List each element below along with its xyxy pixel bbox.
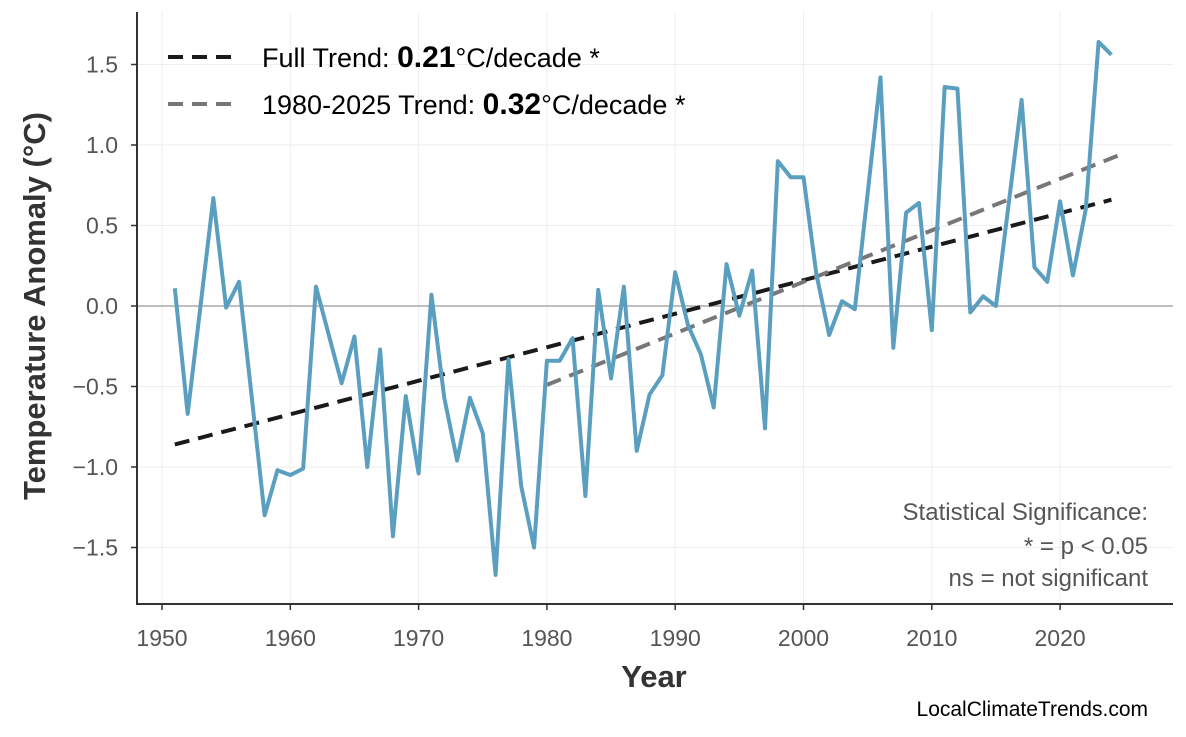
y-tick-label: −1.5 — [73, 535, 118, 561]
legend-prefix: 1980-2025 Trend: — [262, 90, 483, 120]
y-tick-label: 0.0 — [86, 293, 118, 319]
x-tick-label: 1950 — [136, 625, 187, 651]
significance-ns: ns = not significant — [949, 565, 1149, 592]
y-tick-label: 1.5 — [86, 52, 118, 78]
legend-rate: 0.32 — [483, 88, 541, 121]
significance-p: * = p < 0.05 — [1024, 533, 1148, 560]
axes — [136, 12, 1173, 605]
y-tick-label: −0.5 — [73, 374, 118, 400]
series-line-temperature-anomaly — [172, 39, 1113, 577]
x-tick-label: 1970 — [393, 625, 444, 651]
legend-entry: Full Trend: 0.21°C/decade * — [262, 41, 600, 74]
legend-suffix: °C/decade * — [541, 90, 686, 120]
significance-title: Statistical Significance: — [903, 499, 1148, 526]
y-tick-label: 1.0 — [86, 132, 118, 158]
x-tick-label: 2020 — [1035, 625, 1086, 651]
x-tick-label: 1980 — [521, 625, 572, 651]
x-tick-label: 2000 — [778, 625, 829, 651]
legend: Full Trend: 0.21°C/decade *1980-2025 Tre… — [168, 41, 686, 121]
x-tick-label: 1990 — [650, 625, 701, 651]
full-trend-line — [174, 197, 1112, 447]
legend-suffix: °C/decade * — [455, 43, 600, 73]
x-tick-label: 2010 — [906, 625, 957, 651]
x-axis-label: Year — [621, 659, 687, 694]
significance-note: Statistical Significance: * = p < 0.05 n… — [903, 499, 1149, 592]
watermark: LocalClimateTrends.com — [917, 698, 1148, 721]
x-tick-label: 1960 — [265, 625, 316, 651]
y-ticks: −1.5 −1.0 −0.5 0.0 0.5 1.0 1.5 — [73, 52, 137, 561]
legend-rate: 0.21 — [397, 41, 455, 74]
legend-prefix: Full Trend: — [262, 43, 397, 73]
y-tick-label: −1.0 — [73, 454, 118, 480]
x-ticks: 1950 1960 1970 1980 1990 2000 2010 2020 — [136, 604, 1086, 651]
y-tick-label: 0.5 — [86, 213, 118, 239]
legend-entry: 1980-2025 Trend: 0.32°C/decade * — [262, 88, 686, 121]
y-axis-label: Temperature Anomaly (°C) — [17, 112, 52, 500]
